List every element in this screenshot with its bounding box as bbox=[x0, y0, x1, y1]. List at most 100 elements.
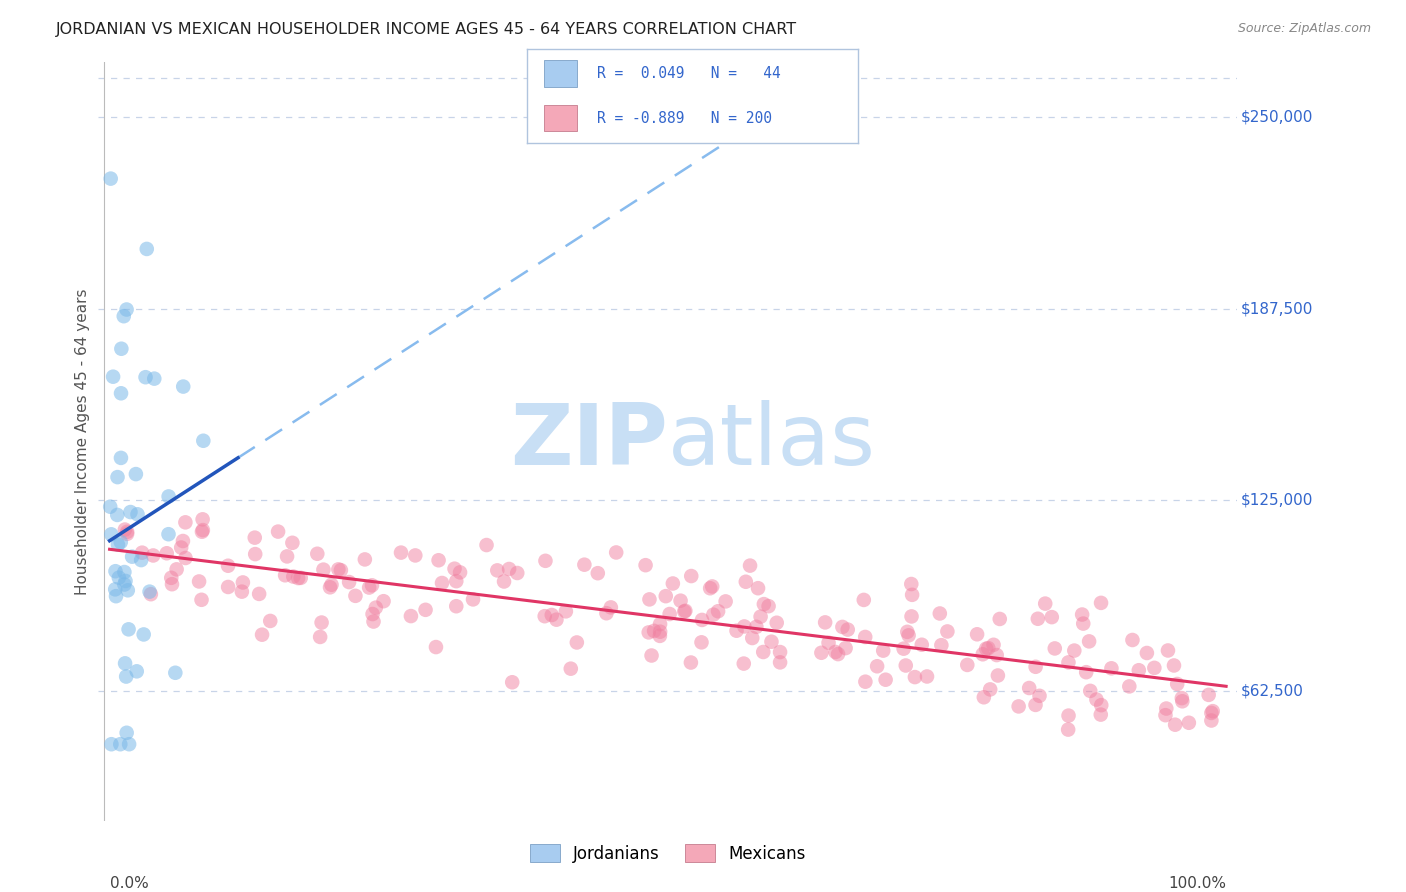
Point bbox=[979, 682, 1001, 697]
Point bbox=[430, 576, 453, 591]
Point bbox=[554, 604, 576, 618]
Point bbox=[100, 737, 122, 751]
Point bbox=[733, 657, 755, 671]
Point bbox=[814, 615, 837, 630]
Point bbox=[449, 566, 471, 580]
Point bbox=[443, 562, 465, 576]
Point bbox=[595, 606, 617, 620]
Point bbox=[1121, 632, 1143, 647]
Text: $125,000: $125,000 bbox=[1240, 492, 1313, 508]
Point bbox=[1078, 684, 1101, 698]
Point bbox=[1136, 646, 1159, 660]
Point bbox=[1201, 706, 1223, 720]
Point bbox=[1157, 643, 1180, 657]
Point bbox=[274, 568, 297, 582]
Point bbox=[655, 589, 678, 603]
Point bbox=[193, 434, 215, 448]
Point bbox=[131, 546, 153, 560]
Point bbox=[1154, 708, 1177, 723]
Point bbox=[741, 631, 763, 645]
Point bbox=[936, 624, 959, 639]
Point bbox=[983, 638, 1005, 652]
Point bbox=[174, 551, 197, 566]
Point bbox=[699, 581, 721, 595]
Point bbox=[866, 659, 889, 673]
Point bbox=[1156, 701, 1178, 715]
Point bbox=[427, 553, 450, 567]
Point bbox=[110, 342, 132, 356]
Point bbox=[758, 599, 780, 614]
Point bbox=[824, 645, 846, 659]
Point bbox=[900, 609, 922, 624]
Point bbox=[738, 558, 761, 573]
Point bbox=[415, 603, 437, 617]
Point bbox=[139, 587, 162, 601]
Point bbox=[101, 369, 124, 384]
Point bbox=[112, 565, 135, 579]
Point bbox=[810, 646, 832, 660]
Point bbox=[283, 569, 305, 583]
Bar bbox=[544, 61, 576, 87]
Point bbox=[817, 636, 839, 650]
Point bbox=[157, 527, 180, 541]
Point bbox=[353, 552, 375, 566]
Point bbox=[634, 558, 657, 573]
Point bbox=[108, 571, 131, 585]
Text: R = -0.889   N = 200: R = -0.889 N = 200 bbox=[596, 111, 772, 126]
Point bbox=[669, 593, 692, 607]
Point bbox=[188, 574, 211, 589]
Point bbox=[105, 589, 128, 603]
Point bbox=[446, 574, 468, 589]
Point bbox=[1198, 688, 1220, 702]
Point bbox=[974, 641, 997, 656]
Text: Source: ZipAtlas.com: Source: ZipAtlas.com bbox=[1237, 22, 1371, 36]
Point bbox=[191, 524, 214, 539]
Point bbox=[599, 600, 621, 615]
Point bbox=[120, 505, 142, 519]
Point bbox=[115, 726, 138, 740]
Point bbox=[1040, 610, 1063, 624]
Point bbox=[1071, 616, 1094, 631]
Point bbox=[900, 577, 922, 591]
Point bbox=[127, 508, 149, 522]
Point bbox=[501, 675, 523, 690]
Point bbox=[138, 584, 160, 599]
Point bbox=[312, 563, 335, 577]
Point bbox=[446, 599, 468, 614]
Point bbox=[765, 615, 787, 630]
Point bbox=[834, 641, 856, 656]
Point bbox=[245, 547, 267, 561]
Point bbox=[125, 665, 148, 679]
Point bbox=[681, 569, 703, 583]
Point bbox=[232, 575, 254, 590]
Point bbox=[1033, 597, 1056, 611]
Point bbox=[1085, 692, 1108, 706]
Point bbox=[170, 541, 193, 555]
Point bbox=[191, 523, 214, 537]
Point bbox=[747, 581, 769, 595]
Point bbox=[307, 547, 329, 561]
Point bbox=[190, 592, 212, 607]
Point bbox=[115, 524, 138, 539]
Point bbox=[110, 450, 132, 465]
Point bbox=[761, 634, 783, 648]
Point bbox=[673, 604, 696, 618]
Point bbox=[714, 594, 737, 608]
Point bbox=[114, 523, 136, 537]
Point bbox=[690, 635, 713, 649]
Point bbox=[831, 620, 853, 634]
Point bbox=[725, 624, 748, 638]
Point bbox=[259, 614, 281, 628]
Point bbox=[311, 615, 333, 630]
Point bbox=[117, 583, 139, 598]
Point bbox=[492, 574, 515, 589]
Point bbox=[243, 531, 266, 545]
Point bbox=[156, 546, 179, 560]
Point bbox=[115, 526, 138, 541]
Point bbox=[690, 613, 713, 627]
Point bbox=[267, 524, 290, 539]
Point bbox=[115, 669, 138, 683]
Point bbox=[328, 562, 350, 576]
Point bbox=[734, 574, 756, 589]
Point bbox=[172, 534, 194, 549]
